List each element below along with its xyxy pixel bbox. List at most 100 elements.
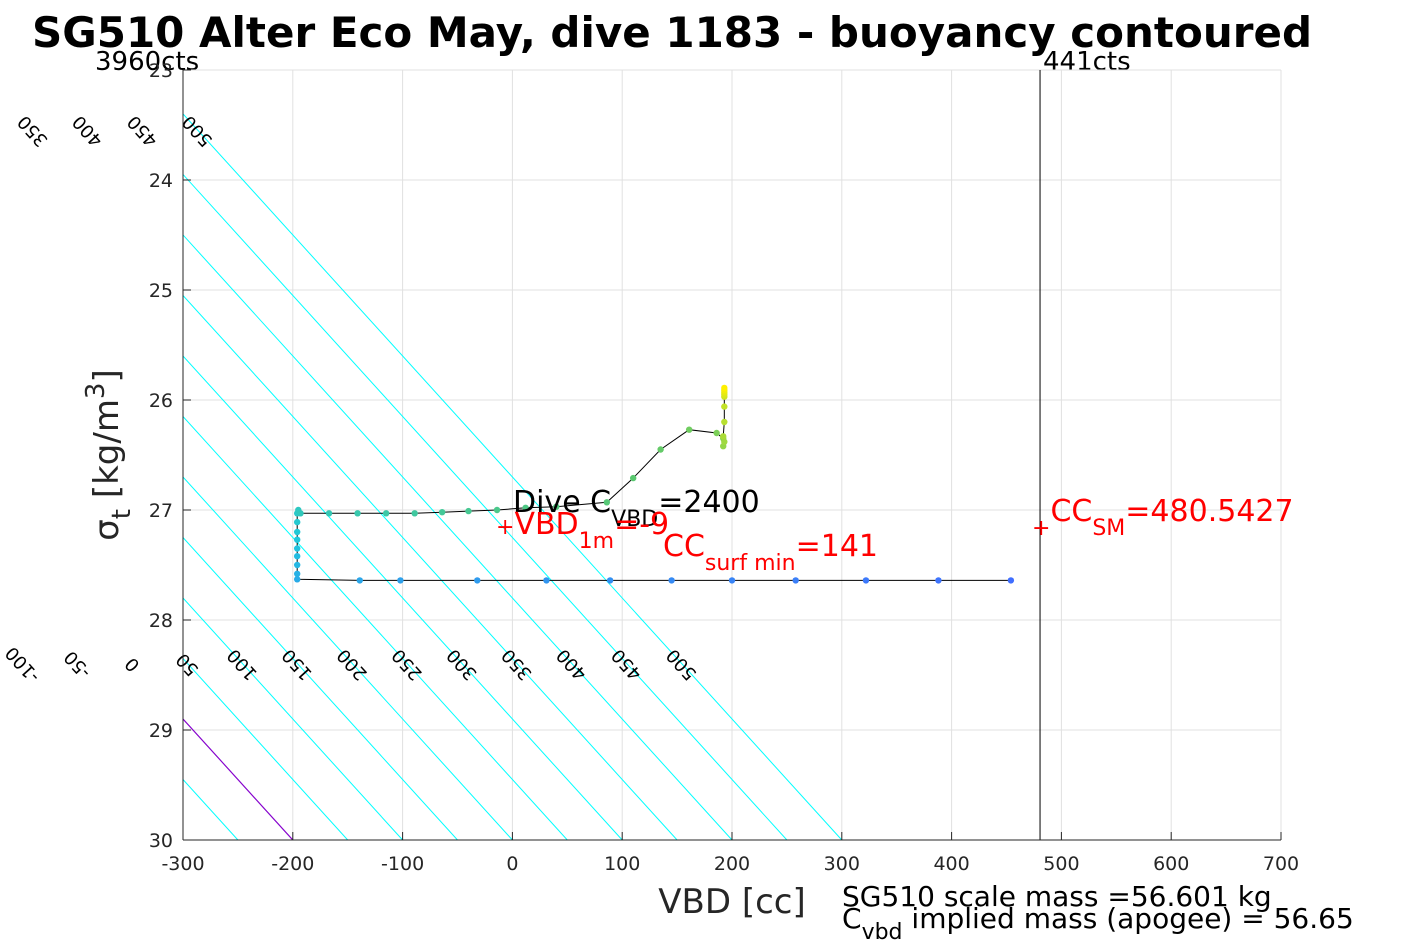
contour-line — [0, 70, 18, 840]
dive-trace-point — [685, 426, 693, 433]
dive-trace-point — [397, 577, 404, 584]
contour-line — [183, 415, 568, 840]
vbd-1m-marker: + — [496, 515, 514, 540]
dive-trace-point — [657, 446, 664, 453]
y-tick-label: 24 — [149, 170, 173, 192]
cc-surf-min-annotation: CCsurf min=141 — [663, 529, 878, 576]
dive-trace-point — [293, 545, 301, 552]
dive-trace-point — [293, 518, 301, 526]
x-tick-label: -200 — [271, 853, 314, 875]
vbd-1m-annotation: +VBD1m=-9 — [496, 507, 669, 554]
dive-trace-point — [382, 510, 390, 517]
chart-title: SG510 Alter Eco May, dive 1183 - buoyanc… — [32, 8, 1312, 57]
dive-trace-point — [493, 506, 501, 514]
y-axis-label-sigma: σ — [87, 519, 127, 541]
contour-line — [183, 234, 733, 840]
y-tick-label: 29 — [149, 720, 173, 742]
y-tick-label: 23 — [149, 60, 173, 82]
contour-line — [183, 536, 458, 840]
y-axis-label-sup: 3 — [81, 383, 111, 400]
dive-trace-point — [543, 577, 550, 584]
implied-mass-prefix: C — [842, 902, 862, 935]
contour-line — [183, 294, 678, 840]
x-tick-label: 700 — [1263, 853, 1299, 875]
x-tick-label: 200 — [714, 853, 750, 875]
y-tick-label: 26 — [149, 390, 173, 412]
cc-sm-prefix: CC — [1050, 494, 1092, 529]
dive-trace-point — [293, 553, 301, 560]
axes: -300 -200 -100 0 100 200 300 400 500 600 700 23 24 25… — [149, 60, 1299, 875]
x-tick-label: -100 — [381, 853, 424, 875]
dive-cvbd-suffix: =2400 — [658, 485, 759, 520]
contour-label-top: 450 — [123, 111, 162, 151]
cc-sm-suffix: =480.5427 — [1125, 494, 1293, 529]
dive-trace-point — [606, 577, 614, 584]
x-tick-label: 300 — [824, 853, 860, 875]
contour-label-bottom: 0 — [121, 653, 144, 676]
implied-mass-suffix: implied mass (apogee) = 56.65 — [903, 902, 1354, 935]
scale-mass-text: SG510 scale mass =56.601 kg — [842, 880, 1272, 913]
dive-trace-point — [356, 577, 363, 584]
y-axis-label-unit: [kg/m — [87, 399, 127, 509]
x-tick-label: 600 — [1153, 853, 1189, 875]
contour-line — [183, 657, 349, 840]
dive-trace-point — [1007, 577, 1015, 584]
dive-trace-point — [728, 577, 736, 584]
dive-trace-point — [293, 576, 301, 583]
vbd-1m-suffix: =-9 — [614, 507, 669, 542]
dive-trace-point — [354, 510, 361, 517]
dive-trace-point — [629, 474, 637, 482]
cc-surf-min-sub: surf min — [705, 551, 796, 576]
dive-trace-point — [862, 577, 870, 584]
x-tick-label: 500 — [1043, 853, 1079, 875]
cc-sm-marker: + — [1032, 516, 1050, 541]
vbd-1m-sub: 1m — [579, 529, 614, 554]
dive-trace-point — [792, 577, 799, 584]
dive-trace-point — [325, 510, 333, 517]
vbd-1m-prefix: VBD — [514, 507, 578, 542]
implied-mass-sub: vbd — [862, 920, 903, 945]
cc-surf-min-prefix: CC — [663, 529, 705, 564]
y-tick-label: 28 — [149, 610, 173, 632]
y-tick-label: 25 — [149, 280, 173, 302]
y-axis-label-close: ] — [87, 369, 127, 382]
buoyancy-contours — [0, 70, 843, 840]
dive-trace-point — [293, 528, 301, 536]
dive-trace-point — [721, 418, 728, 426]
dive-trace-point — [293, 570, 301, 577]
dive-cvbd-sub: VBD — [611, 507, 658, 532]
dive-trace-point — [474, 577, 481, 584]
dive-trace-point — [438, 509, 446, 516]
dive-trace-point — [721, 438, 728, 445]
cc-sm-sub: SM — [1092, 516, 1125, 541]
contour-line — [183, 597, 403, 840]
contour-label-bottom: -50 — [60, 646, 95, 682]
dive-trace-point — [522, 504, 529, 511]
implied-mass-text: Cvbd implied mass (apogee) = 56.65 — [842, 902, 1354, 945]
contour-line — [0, 70, 73, 840]
x-axis-label: VBD [cc] — [658, 882, 806, 922]
contour-line — [183, 113, 843, 840]
dive-trace-point — [721, 384, 728, 392]
dive-trace-point — [713, 429, 720, 437]
dive-trace-point — [668, 577, 675, 584]
contour-label-top: 350 — [14, 111, 53, 151]
x-tick-label: 100 — [604, 853, 640, 875]
dive-trace-point — [603, 499, 611, 506]
x-tick-label: 0 — [506, 853, 518, 875]
contour-label-top: 400 — [69, 111, 108, 151]
y-tick-label: 27 — [149, 500, 173, 522]
dive-cvbd-annotation: Dive CVBD=2400 — [513, 485, 760, 532]
dive-trace-point — [411, 510, 418, 517]
x-tick-label: 400 — [933, 853, 969, 875]
dive-trace-point — [553, 503, 560, 510]
top-left-count-label: 3960cts — [95, 47, 199, 77]
y-tick-label: 30 — [149, 830, 173, 852]
dive-trace-point — [293, 536, 301, 543]
dive-trace-point — [721, 403, 728, 410]
dive-trace-point — [293, 561, 301, 569]
y-axis-label: σt [kg/m3] — [81, 369, 137, 541]
contour-label-bottom: -100 — [1, 642, 44, 686]
dive-trace-point — [465, 507, 472, 515]
